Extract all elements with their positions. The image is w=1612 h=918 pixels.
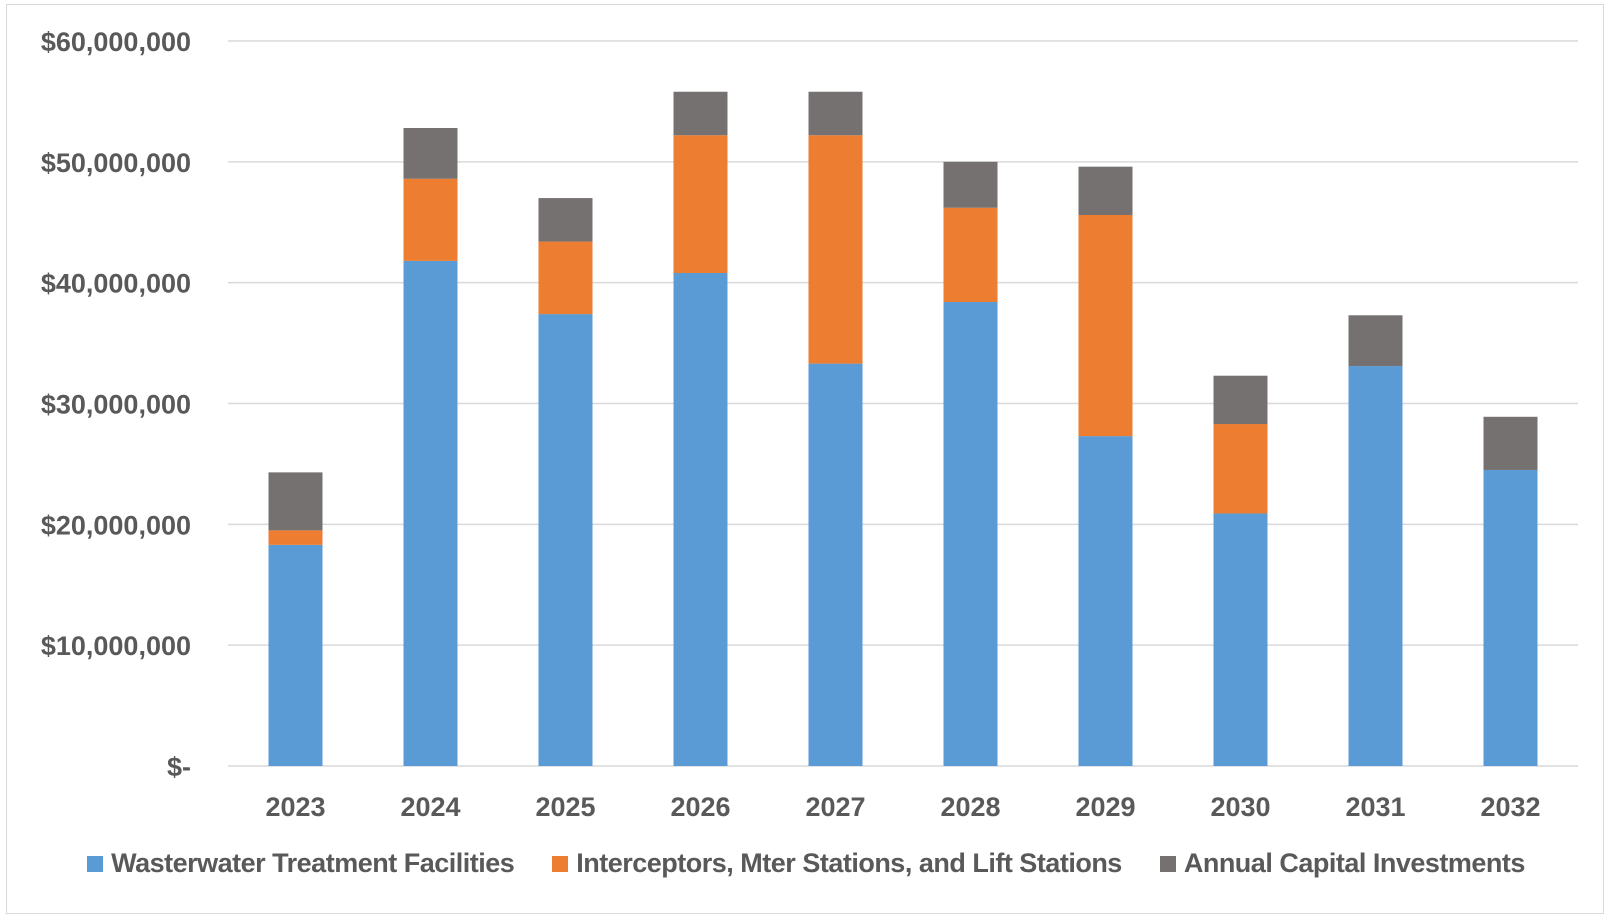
- bar-segment: [1213, 513, 1268, 766]
- x-tick-label: 2025: [535, 792, 595, 822]
- y-tick-label: $50,000,000: [41, 148, 191, 178]
- x-tick-label: 2032: [1480, 792, 1540, 822]
- bar-segment: [808, 91, 863, 136]
- bar-segment: [1078, 166, 1133, 215]
- x-tick-label: 2023: [265, 792, 325, 822]
- bar-segment: [673, 91, 728, 136]
- bars: [268, 91, 1538, 766]
- bar-segment: [808, 135, 863, 364]
- legend-swatch: [87, 855, 104, 872]
- bar-segment: [1078, 436, 1133, 766]
- legend-swatch: [1159, 855, 1176, 872]
- x-tick-label: 2024: [400, 792, 460, 822]
- x-tick-label: 2029: [1075, 792, 1135, 822]
- bar-segment: [1483, 469, 1538, 766]
- bar-segment: [1213, 424, 1268, 514]
- legend-label: Annual Capital Investments: [1183, 848, 1526, 878]
- y-axis-tick-labels: $- $10,000,000 $20,000,000 $30,000,000 $40,0…: [41, 27, 191, 782]
- bar-segment: [268, 530, 323, 545]
- y-tick-label: $10,000,000: [41, 631, 191, 661]
- bar-segment: [943, 161, 998, 208]
- legend-label: Interceptors, Mter Stations, and Lift St…: [576, 848, 1122, 878]
- bar-segment: [673, 273, 728, 766]
- bar-segment: [403, 260, 458, 766]
- bar-segment: [943, 207, 998, 302]
- bar-segment: [1348, 315, 1403, 367]
- legend: Wasterwater Treatment Facilities Interce…: [0, 848, 1612, 879]
- y-tick-label: $60,000,000: [41, 27, 191, 57]
- bar-segment: [1078, 215, 1133, 437]
- legend-item-annual-capital: Annual Capital Investments: [1159, 848, 1526, 879]
- x-tick-label: 2030: [1210, 792, 1270, 822]
- legend-item-wastewater: Wasterwater Treatment Facilities: [87, 848, 515, 879]
- legend-item-interceptors: Interceptors, Mter Stations, and Lift St…: [552, 848, 1122, 879]
- bar-segment: [1483, 416, 1538, 470]
- y-tick-label: $-: [167, 752, 191, 782]
- x-axis-tick-labels: 2023 2024 2025 2026 2027 2028 2029 2030 2031 2032: [265, 792, 1540, 822]
- bar-segment: [268, 472, 323, 531]
- x-tick-label: 2031: [1345, 792, 1405, 822]
- bar-segment: [808, 363, 863, 766]
- legend-label: Wasterwater Treatment Facilities: [111, 848, 515, 878]
- legend-swatch: [552, 855, 569, 872]
- y-tick-label: $30,000,000: [41, 390, 191, 420]
- bar-segment: [403, 178, 458, 261]
- x-tick-label: 2028: [940, 792, 1000, 822]
- bar-segment: [268, 544, 323, 766]
- y-tick-label: $40,000,000: [41, 269, 191, 299]
- x-tick-label: 2027: [805, 792, 865, 822]
- bar-segment: [1348, 366, 1403, 766]
- x-tick-label: 2026: [670, 792, 730, 822]
- bar-segment: [538, 314, 593, 766]
- bar-segment: [943, 302, 998, 766]
- bar-segment: [403, 128, 458, 179]
- bar-segment: [1213, 375, 1268, 425]
- bar-segment: [538, 198, 593, 242]
- y-tick-label: $20,000,000: [41, 510, 191, 540]
- bar-segment: [673, 135, 728, 273]
- bar-segment: [538, 241, 593, 315]
